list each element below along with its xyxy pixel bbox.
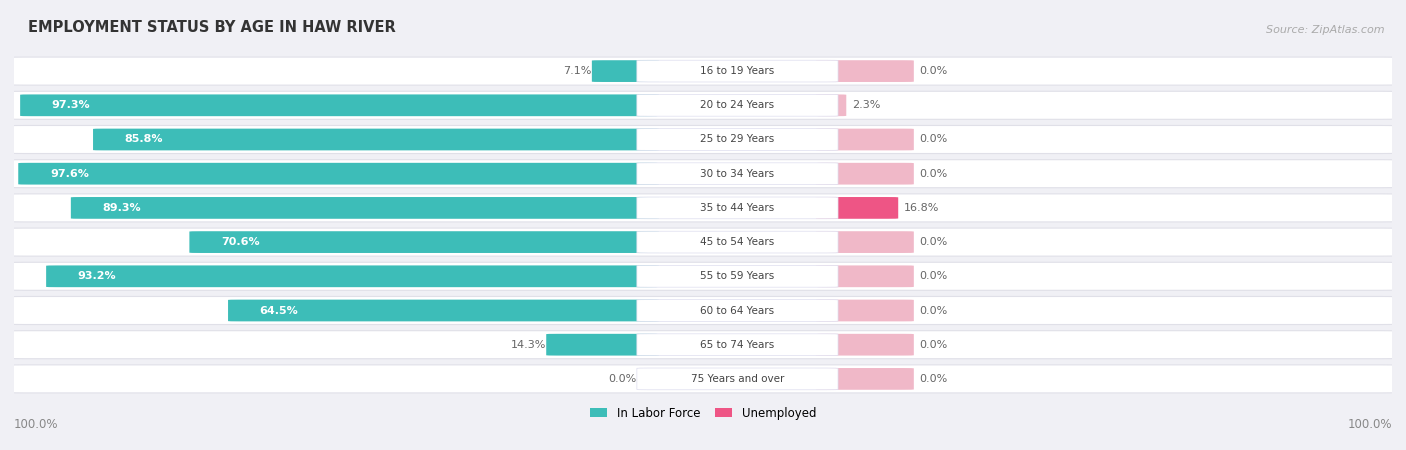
FancyBboxPatch shape	[637, 231, 838, 253]
Text: 14.3%: 14.3%	[510, 340, 546, 350]
Text: 85.8%: 85.8%	[125, 135, 163, 144]
Text: 0.0%: 0.0%	[920, 237, 948, 247]
FancyBboxPatch shape	[11, 365, 1395, 393]
FancyBboxPatch shape	[815, 163, 914, 184]
FancyBboxPatch shape	[46, 266, 659, 287]
FancyBboxPatch shape	[637, 300, 838, 321]
Text: 0.0%: 0.0%	[920, 135, 948, 144]
FancyBboxPatch shape	[815, 94, 846, 116]
Text: 0.0%: 0.0%	[920, 169, 948, 179]
FancyBboxPatch shape	[592, 60, 659, 82]
Text: 16 to 19 Years: 16 to 19 Years	[700, 66, 775, 76]
FancyBboxPatch shape	[11, 91, 1395, 119]
FancyBboxPatch shape	[637, 334, 838, 356]
FancyBboxPatch shape	[20, 94, 659, 116]
Text: 2.3%: 2.3%	[852, 100, 880, 110]
Text: 89.3%: 89.3%	[103, 203, 141, 213]
FancyBboxPatch shape	[93, 129, 659, 150]
FancyBboxPatch shape	[190, 231, 659, 253]
FancyBboxPatch shape	[11, 262, 1395, 290]
Text: 97.3%: 97.3%	[52, 100, 90, 110]
FancyBboxPatch shape	[815, 129, 914, 150]
Text: 55 to 59 Years: 55 to 59 Years	[700, 271, 775, 281]
FancyBboxPatch shape	[815, 231, 914, 253]
Text: 0.0%: 0.0%	[920, 340, 948, 350]
FancyBboxPatch shape	[637, 60, 838, 82]
FancyBboxPatch shape	[11, 57, 1395, 85]
Text: Source: ZipAtlas.com: Source: ZipAtlas.com	[1267, 25, 1385, 35]
Text: 64.5%: 64.5%	[260, 306, 298, 315]
Text: 0.0%: 0.0%	[609, 374, 637, 384]
Text: 97.6%: 97.6%	[51, 169, 89, 179]
Text: 35 to 44 Years: 35 to 44 Years	[700, 203, 775, 213]
Text: 20 to 24 Years: 20 to 24 Years	[700, 100, 775, 110]
Legend: In Labor Force, Unemployed: In Labor Force, Unemployed	[585, 402, 821, 424]
Text: 0.0%: 0.0%	[920, 306, 948, 315]
FancyBboxPatch shape	[815, 334, 914, 356]
Text: EMPLOYMENT STATUS BY AGE IN HAW RIVER: EMPLOYMENT STATUS BY AGE IN HAW RIVER	[28, 20, 395, 35]
Text: 93.2%: 93.2%	[77, 271, 117, 281]
Text: 100.0%: 100.0%	[1347, 418, 1392, 431]
FancyBboxPatch shape	[637, 197, 838, 219]
FancyBboxPatch shape	[228, 300, 659, 321]
FancyBboxPatch shape	[815, 266, 914, 287]
FancyBboxPatch shape	[11, 297, 1395, 324]
Text: 75 Years and over: 75 Years and over	[690, 374, 785, 384]
FancyBboxPatch shape	[637, 266, 838, 287]
FancyBboxPatch shape	[70, 197, 659, 219]
FancyBboxPatch shape	[637, 94, 838, 116]
FancyBboxPatch shape	[11, 228, 1395, 256]
Text: 45 to 54 Years: 45 to 54 Years	[700, 237, 775, 247]
Text: 65 to 74 Years: 65 to 74 Years	[700, 340, 775, 350]
Text: 60 to 64 Years: 60 to 64 Years	[700, 306, 775, 315]
Text: 30 to 34 Years: 30 to 34 Years	[700, 169, 775, 179]
FancyBboxPatch shape	[11, 194, 1395, 222]
Text: 0.0%: 0.0%	[920, 271, 948, 281]
FancyBboxPatch shape	[11, 160, 1395, 188]
FancyBboxPatch shape	[11, 126, 1395, 153]
Text: 70.6%: 70.6%	[221, 237, 260, 247]
FancyBboxPatch shape	[11, 331, 1395, 359]
Text: 0.0%: 0.0%	[920, 374, 948, 384]
FancyBboxPatch shape	[815, 368, 914, 390]
Text: 7.1%: 7.1%	[564, 66, 592, 76]
FancyBboxPatch shape	[815, 60, 914, 82]
FancyBboxPatch shape	[546, 334, 659, 356]
Text: 25 to 29 Years: 25 to 29 Years	[700, 135, 775, 144]
FancyBboxPatch shape	[637, 368, 838, 390]
Text: 0.0%: 0.0%	[920, 66, 948, 76]
FancyBboxPatch shape	[18, 163, 659, 184]
FancyBboxPatch shape	[637, 129, 838, 150]
Text: 100.0%: 100.0%	[14, 418, 59, 431]
Text: 16.8%: 16.8%	[904, 203, 939, 213]
FancyBboxPatch shape	[815, 197, 898, 219]
FancyBboxPatch shape	[637, 163, 838, 184]
FancyBboxPatch shape	[815, 300, 914, 321]
